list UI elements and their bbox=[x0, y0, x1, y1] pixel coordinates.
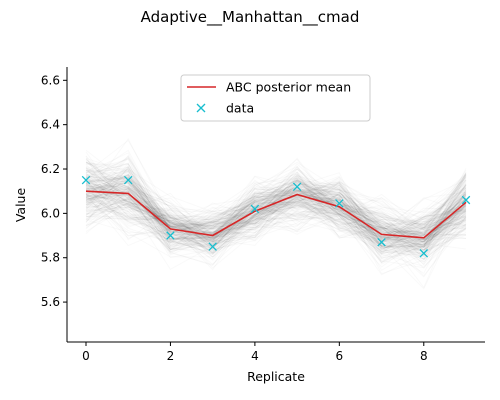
legend-box bbox=[180, 74, 371, 122]
data-point-marker bbox=[81, 175, 91, 185]
x-tick-label: 2 bbox=[167, 349, 175, 363]
data-point-marker bbox=[461, 195, 471, 205]
data-point-marker bbox=[377, 237, 386, 247]
series-layer bbox=[81, 175, 471, 258]
legend-entry-data: data bbox=[226, 101, 254, 116]
data-point-marker bbox=[250, 204, 260, 214]
y-axis-label: Value bbox=[13, 188, 28, 223]
data-point-marker bbox=[123, 175, 133, 185]
data-point-marker bbox=[419, 249, 429, 258]
y-tick-label: 6.0 bbox=[41, 206, 60, 220]
posterior-sample-lines bbox=[86, 139, 466, 289]
data-point-marker bbox=[208, 242, 217, 251]
x-tick-label: 4 bbox=[251, 349, 259, 363]
legend-entry-posterior-mean: ABC posterior mean bbox=[226, 80, 351, 95]
x-tick-label: 0 bbox=[82, 349, 90, 363]
posterior-mean-line bbox=[85, 190, 467, 239]
axes bbox=[66, 67, 485, 343]
x-tick-label: 8 bbox=[420, 349, 428, 363]
y-tick-label: 5.6 bbox=[41, 295, 60, 309]
tick-layer: 0 2 4 6 8 5.6 5.8 6.0 6.2 6.4 6.6 bbox=[41, 73, 428, 363]
legend-x-marker-swatch bbox=[196, 103, 206, 113]
y-tick-label: 6.4 bbox=[41, 118, 60, 132]
y-tick-label: 6.6 bbox=[41, 73, 60, 87]
y-tick-label: 6.2 bbox=[41, 162, 60, 176]
data-point-marker bbox=[292, 182, 302, 192]
x-tick-label: 6 bbox=[336, 349, 344, 363]
data-point-marker bbox=[166, 231, 175, 240]
y-tick-label: 5.8 bbox=[41, 251, 60, 265]
legend: ABC posterior mean data bbox=[180, 74, 371, 122]
chart-title: Adaptive__Manhattan__cmad bbox=[141, 8, 360, 27]
x-axis-label: Replicate bbox=[247, 369, 305, 384]
data-point-marker bbox=[335, 199, 344, 208]
